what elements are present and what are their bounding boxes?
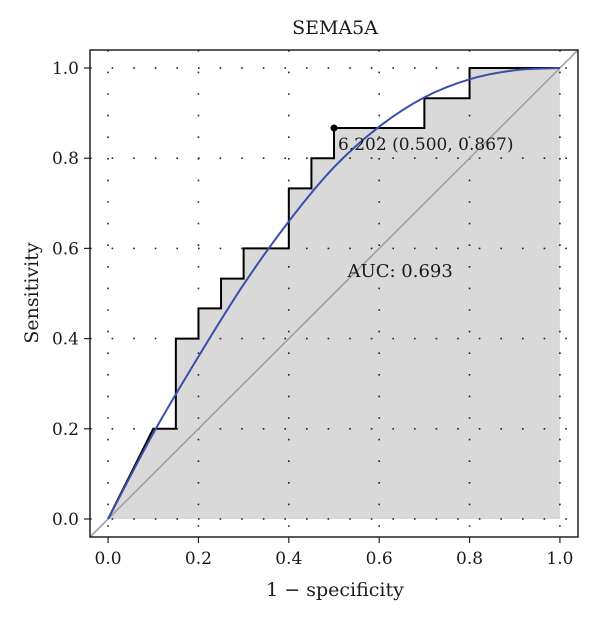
plot-frame — [89, 49, 579, 538]
y-tick-label: 1.0 — [52, 59, 79, 79]
y-tick-label: 0.0 — [52, 510, 79, 530]
threshold-label: 6.202 (0.500, 0.867) — [338, 135, 513, 155]
y-axis-label: Sensitivity — [21, 242, 43, 343]
y-tick-label: 0.8 — [52, 149, 79, 169]
threshold-point — [330, 124, 338, 132]
x-tick-label: 0.4 — [275, 549, 302, 569]
y-tick-label: 0.2 — [52, 420, 79, 440]
y-tick-label: 0.6 — [52, 239, 79, 259]
smoothed-roc-curve — [107, 67, 560, 520]
x-tick-label: 0.2 — [185, 549, 212, 569]
roc-step-line — [107, 67, 560, 520]
x-tick-label: 0.0 — [95, 549, 122, 569]
x-tick-label: 0.8 — [456, 549, 483, 569]
auc-label: AUC: 0.693 — [347, 261, 453, 282]
x-axis-label: 1 − specificity — [266, 579, 404, 601]
chart-title: SEMA5A — [292, 17, 378, 39]
diagonal-line — [90, 50, 578, 537]
x-tick-label: 0.6 — [366, 549, 393, 569]
y-tick-label: 0.4 — [52, 330, 79, 350]
x-tick-label: 1.0 — [546, 549, 573, 569]
